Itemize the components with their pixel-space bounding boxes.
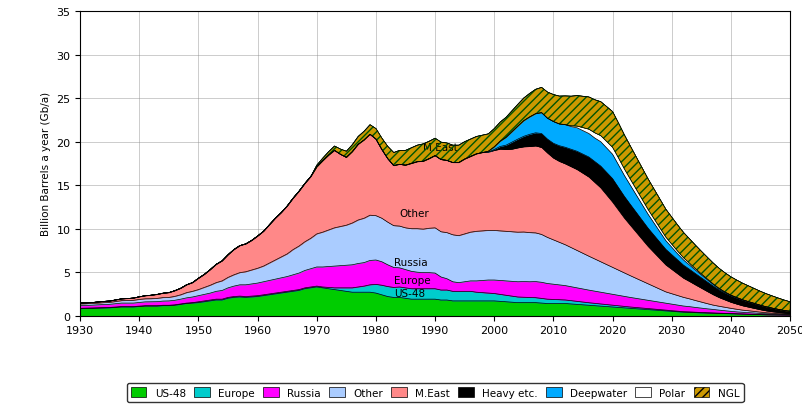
Text: US-48: US-48 (394, 288, 425, 298)
Text: M.East: M.East (423, 143, 458, 153)
Text: Europe: Europe (394, 275, 431, 285)
Legend: US-48, Europe, Russia, Other, M.East, Heavy etc., Deepwater, Polar, NGL: US-48, Europe, Russia, Other, M.East, He… (127, 383, 743, 402)
Y-axis label: Billion Barrels a year (Gb/a): Billion Barrels a year (Gb/a) (41, 92, 51, 236)
Text: Other: Other (399, 208, 429, 218)
Text: Russia: Russia (394, 258, 427, 268)
